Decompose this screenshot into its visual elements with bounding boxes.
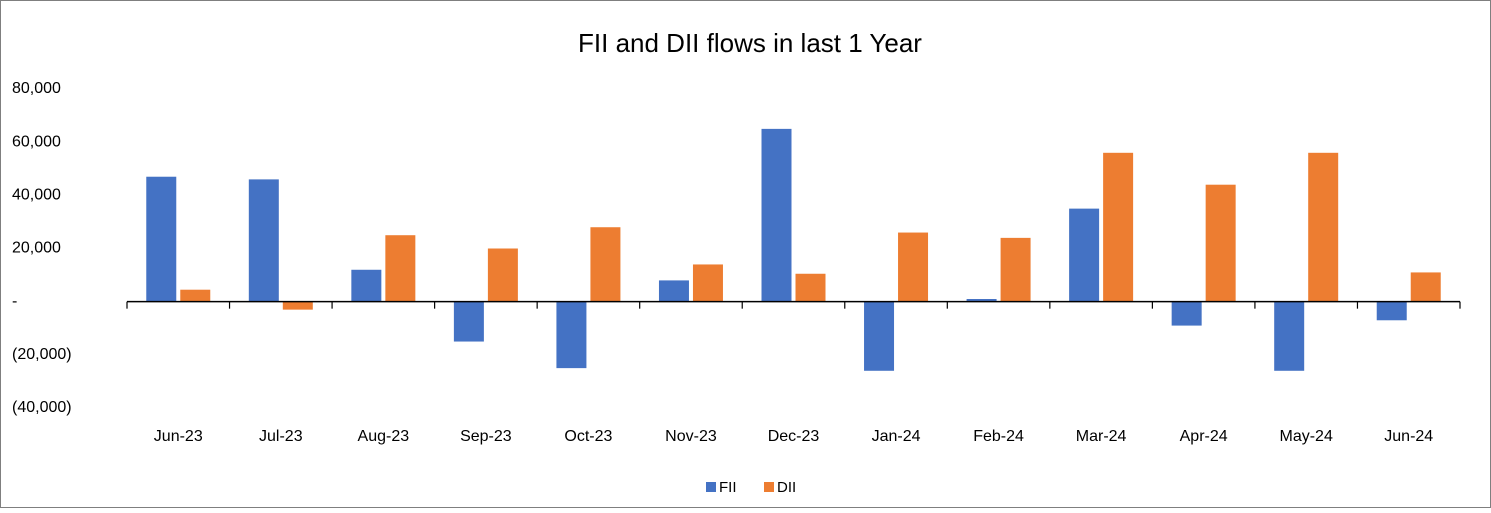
- chart-title: FII and DII flows in last 1 Year: [578, 28, 922, 58]
- bar: [385, 235, 416, 302]
- bar: [590, 227, 621, 302]
- bar: [248, 179, 279, 302]
- bar: [1308, 152, 1339, 302]
- bar: [1000, 237, 1031, 302]
- bar: [556, 301, 587, 369]
- x-tick-label: Mar-24: [1076, 428, 1127, 445]
- y-tick-label: 80,000: [12, 80, 61, 97]
- bar: [966, 299, 997, 302]
- bar: [1274, 301, 1305, 371]
- bar: [351, 269, 382, 302]
- bar: [795, 273, 826, 302]
- bar: [692, 264, 723, 302]
- bar: [1103, 152, 1134, 302]
- bar: [453, 301, 484, 342]
- x-tick-label: Apr-24: [1180, 428, 1228, 445]
- x-tick-label: Dec-23: [768, 428, 820, 445]
- x-tick-label: Jun-24: [1384, 428, 1433, 445]
- y-tick-label: 20,000: [12, 240, 61, 257]
- x-tick-label: Aug-23: [358, 428, 410, 445]
- bar: [180, 289, 211, 302]
- bar: [898, 232, 929, 302]
- x-tick-label: Sep-23: [460, 428, 512, 445]
- legend-swatch: [764, 482, 774, 492]
- y-tick-label: 60,000: [12, 133, 61, 150]
- y-tick-label: 40,000: [12, 187, 61, 204]
- bar: [1205, 184, 1236, 302]
- x-tick-label: Jun-23: [154, 428, 203, 445]
- legend-label: DII: [777, 479, 796, 496]
- legend-swatch: [706, 482, 716, 492]
- bar: [1410, 272, 1441, 302]
- x-tick-label: Feb-24: [973, 428, 1024, 445]
- y-tick-label: -: [12, 293, 17, 310]
- bar: [1069, 208, 1100, 302]
- legend-label: FII: [719, 479, 737, 496]
- bar: [1171, 301, 1202, 326]
- bar: [282, 301, 313, 310]
- x-tick-label: May-24: [1280, 428, 1333, 445]
- bar: [864, 301, 895, 371]
- x-tick-label: Oct-23: [564, 428, 612, 445]
- y-tick-label: (40,000): [12, 399, 72, 416]
- x-tick-label: Nov-23: [665, 428, 717, 445]
- y-tick-label: (20,000): [12, 346, 72, 363]
- bar: [487, 248, 518, 302]
- bar: [146, 176, 177, 302]
- x-tick-label: Jan-24: [872, 428, 921, 445]
- bar: [658, 280, 689, 302]
- bar: [1376, 301, 1407, 321]
- x-tick-label: Jul-23: [259, 428, 303, 445]
- bar: [761, 128, 792, 302]
